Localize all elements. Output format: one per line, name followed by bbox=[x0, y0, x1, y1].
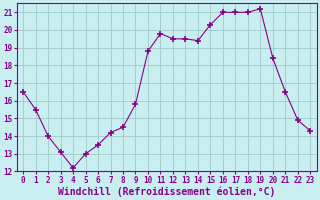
X-axis label: Windchill (Refroidissement éolien,°C): Windchill (Refroidissement éolien,°C) bbox=[58, 186, 276, 197]
